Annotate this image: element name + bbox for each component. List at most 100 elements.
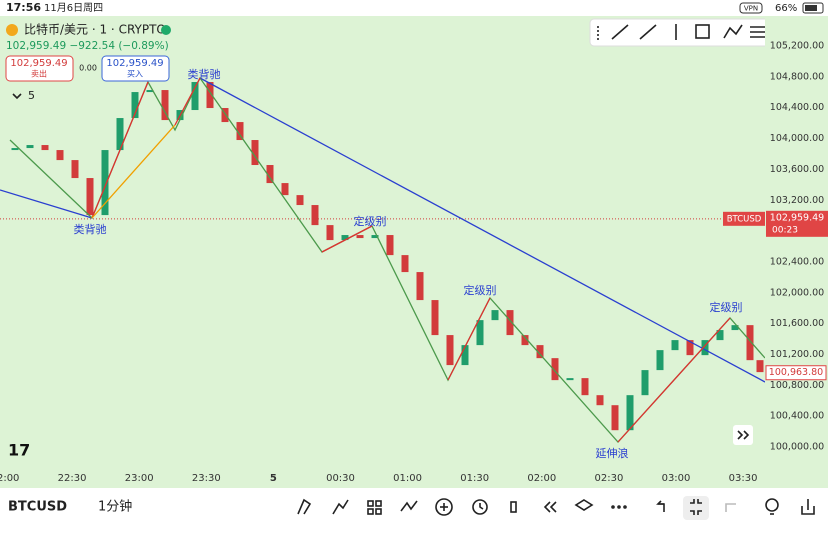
candle	[326, 225, 334, 241]
y-tick-label: 100,400.00	[770, 411, 824, 422]
candle	[356, 235, 364, 239]
candle	[191, 82, 199, 111]
candle	[716, 330, 724, 341]
candle	[401, 255, 409, 273]
sell-label: 卖出	[31, 69, 47, 79]
tool-pen[interactable]	[297, 498, 312, 515]
x-tick-label: 00:30	[326, 473, 355, 484]
trend-line	[0, 189, 93, 219]
candle	[491, 310, 499, 321]
y-tick-label: 102,400.00	[770, 256, 824, 267]
candle	[146, 90, 154, 93]
candle	[311, 205, 319, 226]
tv-logo: 17	[8, 441, 30, 460]
candle	[611, 405, 619, 431]
tool-candles[interactable]	[510, 501, 517, 513]
candle	[731, 325, 739, 331]
annotation: 类背驰	[188, 67, 221, 81]
candle	[656, 350, 664, 371]
wave-line	[447, 297, 491, 381]
status-bar	[0, 0, 828, 16]
sell-button[interactable]	[5, 55, 74, 82]
candle	[221, 108, 229, 123]
candle	[581, 378, 589, 396]
y-tick-label: 101,200.00	[770, 349, 824, 360]
wave-line	[91, 81, 149, 219]
tool-replay[interactable]	[543, 501, 551, 513]
candle	[521, 335, 529, 346]
symbol-title[interactable]: 比特币/美元 · 1 · CRYPTO	[24, 22, 166, 37]
candle	[461, 345, 469, 366]
buy-button[interactable]	[101, 55, 170, 82]
annotation: 类背驰	[74, 222, 107, 236]
price-scale	[765, 16, 828, 488]
scroll-icon	[743, 430, 750, 440]
sell-price: 102,959.49	[10, 58, 67, 69]
candle	[281, 183, 289, 196]
y-tick-label: 103,200.00	[770, 195, 824, 206]
candle	[476, 320, 484, 346]
candle	[536, 345, 544, 359]
y-tick-label: 104,400.00	[770, 102, 824, 113]
tool-add[interactable]	[435, 498, 453, 516]
chart-background	[0, 16, 828, 488]
candle	[236, 122, 244, 141]
tool-indicators[interactable]	[332, 499, 349, 515]
candle	[56, 150, 64, 161]
annotation: 定级别	[354, 214, 387, 228]
countdown: 00:23	[772, 225, 798, 235]
candle	[596, 395, 604, 406]
tool-share[interactable]	[801, 506, 815, 515]
y-tick-label: 104,000.00	[770, 133, 824, 144]
drawings	[0, 76, 766, 443]
tool-redo[interactable]	[725, 503, 736, 512]
candle	[431, 300, 439, 336]
tool-path[interactable]	[723, 24, 743, 39]
annotation: 定级别	[464, 283, 497, 297]
candle	[686, 340, 694, 356]
last-price-label: 100,963.80	[769, 367, 823, 378]
quote: 102,959.49 −922.54 (−0.89%)	[6, 40, 169, 52]
x-tick-label: 22:30	[58, 473, 87, 484]
annotation: 定级别	[710, 300, 743, 314]
candle	[41, 145, 49, 151]
candle	[626, 395, 634, 431]
bottom-symbol[interactable]: BTCUSD	[8, 500, 67, 515]
tool-ideas[interactable]	[765, 498, 779, 512]
spread: 0.00	[79, 64, 97, 73]
candle	[446, 335, 454, 366]
x-tick-label: 02:30	[594, 473, 623, 484]
wave-line	[617, 317, 731, 443]
wave-line	[91, 124, 176, 219]
tool-layers[interactable]	[574, 499, 594, 511]
price-tag-label: 102,959.49	[770, 212, 824, 223]
x-tick-label: 03:30	[729, 473, 758, 484]
last-price-tag	[765, 365, 827, 381]
scroll-icon	[737, 430, 744, 440]
candle	[296, 195, 304, 206]
tool-compare[interactable]	[400, 500, 418, 512]
symbol-tag-label: BTCUSD	[727, 214, 762, 224]
candle	[746, 325, 754, 361]
price-tag	[766, 210, 828, 237]
plot	[0, 82, 765, 431]
vpn-badge	[739, 2, 763, 14]
candle	[26, 145, 34, 149]
bottom-interval[interactable]: 1分钟	[98, 499, 132, 515]
collapse-icon[interactable]	[12, 93, 22, 100]
tool-fullscreen[interactable]	[690, 499, 695, 504]
x-tick-label: 23:30	[192, 473, 221, 484]
vpn: VPN	[744, 5, 758, 13]
wave-line	[321, 225, 373, 253]
symbol-tag	[723, 211, 765, 226]
tool-trend[interactable]	[611, 24, 629, 40]
y-tick-label: 104,800.00	[770, 71, 824, 82]
coin-icon	[6, 24, 18, 36]
tool-ray[interactable]	[639, 24, 657, 40]
wave-line	[174, 77, 201, 126]
bottom-tools	[297, 496, 815, 520]
status-date: 11月6日周四	[44, 2, 103, 14]
tool-rect[interactable]	[695, 24, 710, 39]
tool-alert[interactable]	[472, 499, 488, 515]
battery-level	[805, 5, 817, 11]
